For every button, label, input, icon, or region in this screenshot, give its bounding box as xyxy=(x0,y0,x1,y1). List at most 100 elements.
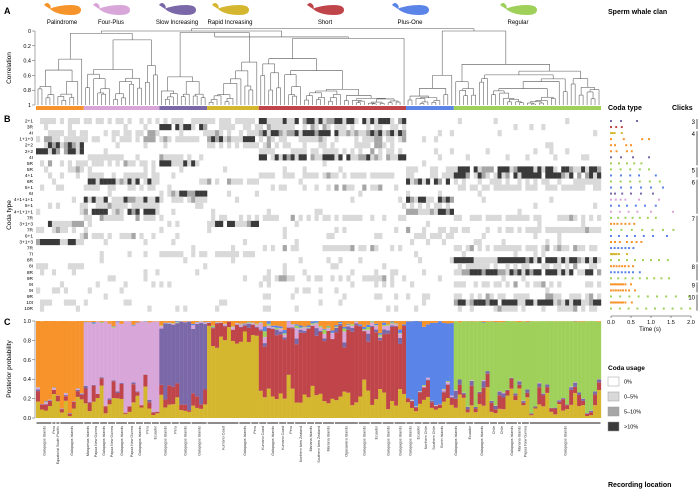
posterior-bar-segment xyxy=(441,401,446,418)
heatmap-cell xyxy=(151,281,156,288)
heatmap-cell xyxy=(111,178,116,185)
posterior-bar-segment xyxy=(83,321,88,322)
posterior-bar-segment xyxy=(370,321,375,323)
heatmap-cell xyxy=(521,293,526,300)
posterior-bar-segment xyxy=(585,415,590,418)
heatmap-cell xyxy=(115,154,120,161)
heatmap-cell xyxy=(334,118,339,125)
posterior-bar-segment xyxy=(374,329,379,333)
click-dot xyxy=(628,289,630,292)
heatmap-cell xyxy=(505,166,510,173)
heatmap-cell xyxy=(461,281,466,288)
heatmap-cell xyxy=(254,190,260,197)
posterior-bar-segment xyxy=(545,321,550,385)
posterior-bar-segment xyxy=(171,404,176,418)
posterior-bar-segment xyxy=(310,385,315,418)
posterior-bar-segment xyxy=(223,324,228,326)
heatmap-cell xyxy=(390,118,395,125)
heatmap-cell xyxy=(569,172,574,179)
heatmap-cell xyxy=(159,136,164,143)
heatmap-cell xyxy=(406,208,411,215)
posterior-bar-segment xyxy=(298,328,303,330)
heatmap-cell xyxy=(374,269,379,276)
posterior-bar-segment xyxy=(338,321,343,322)
heatmap-cell xyxy=(505,299,510,306)
dendrogram-ytick: 0.6 xyxy=(23,73,31,79)
heatmap-cell xyxy=(282,130,287,137)
posterior-bar-segment xyxy=(159,321,164,326)
location-label: Ecuador xyxy=(468,425,472,439)
heatmap-cell xyxy=(509,214,514,221)
posterior-bar-segment xyxy=(378,336,383,338)
posterior-bar-segment xyxy=(286,321,291,328)
posterior-bar-segment xyxy=(223,325,228,327)
posterior-bar-segment xyxy=(226,327,232,418)
recording-location-header: Recording location xyxy=(608,482,671,489)
click-dot xyxy=(629,174,632,177)
location-label: Galapagos Islands xyxy=(454,426,458,456)
posterior-bar-segment xyxy=(425,321,431,325)
location-label: Galapagos Islands xyxy=(510,426,514,456)
click-dot xyxy=(624,216,627,219)
heatmap-cell xyxy=(517,172,522,179)
posterior-bar-segment xyxy=(473,412,478,418)
posterior-bar-segment xyxy=(99,321,104,322)
heatmap-cell xyxy=(67,166,73,173)
heatmap-cell xyxy=(589,305,594,312)
heatmap-cell xyxy=(561,269,566,276)
heatmap-cell xyxy=(350,245,355,252)
posterior-bar-segment xyxy=(513,321,518,322)
click-dot xyxy=(626,253,628,256)
heatmap-cell xyxy=(67,299,73,306)
heatmap-cell xyxy=(569,226,574,234)
heatmap-cell xyxy=(159,190,164,197)
posterior-bar-segment xyxy=(489,400,494,403)
posterior-bar-segment xyxy=(334,327,339,333)
heatmap-cell xyxy=(425,208,431,215)
posterior-bar-segment xyxy=(286,327,291,375)
click-dot xyxy=(610,307,612,310)
posterior-bar-segment xyxy=(441,389,446,392)
heatmap-cell xyxy=(91,160,96,167)
heatmap-cell xyxy=(557,299,562,306)
posterior-bar-segment xyxy=(525,389,530,393)
heatmap-cell xyxy=(374,142,379,149)
posterior-bar-segment xyxy=(167,322,172,324)
heatmap-cell xyxy=(43,118,49,125)
heatmap-cell xyxy=(489,178,494,185)
heatmap-cell xyxy=(449,130,454,137)
heatmap-cell xyxy=(99,214,104,221)
heatmap-cell xyxy=(59,160,65,167)
posterior-bar-segment xyxy=(342,326,347,329)
clan-color-bar xyxy=(453,106,601,110)
heatmap-cell xyxy=(581,257,586,264)
heatmap-cell xyxy=(199,190,204,197)
legend-swatch xyxy=(607,421,620,432)
heatmap-cell xyxy=(51,148,57,155)
posterior-bar-segment xyxy=(465,409,470,413)
posterior-bar-segment xyxy=(441,322,446,389)
heatmap-cell xyxy=(461,178,466,185)
posterior-bar-segment xyxy=(589,415,594,418)
posterior-bar-segment xyxy=(242,325,248,332)
heatmap-cell xyxy=(545,257,550,264)
click-dot xyxy=(618,307,621,310)
heatmap-cell xyxy=(203,124,208,131)
posterior-bar-segment xyxy=(541,321,546,394)
posterior-bar-segment xyxy=(433,409,439,418)
click-dot xyxy=(611,253,614,256)
posterior-bar-segment xyxy=(294,338,299,345)
heatmap-cell xyxy=(314,136,319,143)
posterior-bar-segment xyxy=(581,398,586,401)
heatmap-cell xyxy=(398,214,403,221)
heatmap-cell xyxy=(123,172,128,179)
posterior-bar-segment xyxy=(47,401,53,407)
heatmap-cell xyxy=(410,196,415,203)
heatmap-cell xyxy=(179,118,184,125)
heatmap-cell xyxy=(36,148,41,155)
heatmap-cell xyxy=(445,178,451,185)
heatmap-cell xyxy=(135,172,140,179)
click-dot xyxy=(614,198,617,201)
posterior-bar-segment xyxy=(593,394,598,406)
coda-type-label: 10R xyxy=(24,306,33,312)
